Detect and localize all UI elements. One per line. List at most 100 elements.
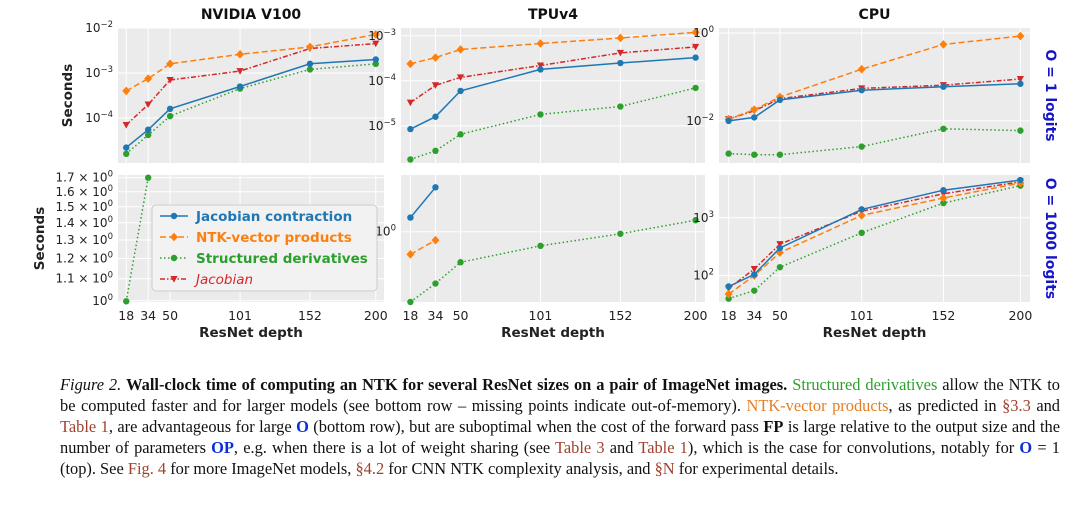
data-point-jacobian — [122, 121, 130, 129]
data-point-jac — [725, 117, 732, 125]
data-point-ntvp — [144, 74, 153, 83]
data-point-jacobian — [372, 40, 380, 48]
data-point-jac — [858, 206, 865, 213]
series-line-sd — [409, 219, 696, 303]
y-tick-label: 1.4 × 100 — [56, 215, 113, 230]
data-point-ntvp — [406, 250, 415, 259]
series-ntvp — [406, 235, 440, 259]
y-tick-label: 100 — [92, 293, 113, 308]
data-point-sd — [432, 280, 439, 287]
caption-title: Wall-clock time of computing an NTK for … — [126, 375, 788, 394]
panel-background — [401, 175, 705, 302]
data-point-sd — [537, 242, 544, 250]
data-point-jac — [432, 184, 439, 191]
data-point-jacobian — [236, 68, 244, 75]
series-sd — [123, 174, 152, 305]
data-point-ntvp — [456, 45, 465, 54]
caption-text: for experimental details. — [678, 459, 839, 478]
data-point-sd — [457, 259, 464, 266]
x-tick-label: 34 — [428, 308, 444, 323]
series-line-sd — [728, 128, 1021, 156]
data-point-ntvp — [691, 28, 700, 37]
caption-symbol-fp: FP — [763, 417, 784, 436]
data-point-ntvp — [724, 289, 733, 299]
x-axis-label: ResNet depth — [501, 325, 605, 341]
x-tick-label: 34 — [140, 308, 156, 323]
data-point-ntvp — [536, 39, 545, 48]
series-line-sd — [410, 87, 696, 161]
caption-link-fig-4[interactable]: Fig. 4 — [127, 459, 167, 478]
series-ntvp — [122, 30, 380, 96]
data-point-ntvp — [775, 248, 784, 257]
series-line-ntvp — [728, 35, 1021, 120]
data-point-sd — [1017, 127, 1024, 134]
caption-link-section-3-3[interactable]: §3.3 — [1002, 396, 1031, 415]
caption-text: and — [1036, 396, 1060, 415]
x-axis-label: ResNet depth — [823, 325, 927, 341]
series-line-ntvp — [125, 33, 376, 92]
caption-link-section-n[interactable]: §N — [654, 459, 675, 478]
panel-title: CPU — [859, 7, 891, 23]
y-tick-label: 1.6 × 100 — [56, 184, 113, 199]
x-tick-label: 50 — [772, 308, 788, 323]
caption-link-section-4-2[interactable]: §4.2 — [355, 459, 385, 478]
x-tick-label: 18 — [402, 308, 418, 323]
series-jacobian — [122, 40, 380, 129]
data-point-jac — [144, 126, 152, 133]
caption-link-table-1b[interactable]: Table 1 — [638, 438, 688, 457]
legend-label-ntvp: NTK-vector products — [196, 230, 352, 246]
data-point-jacobian — [144, 101, 152, 109]
data-point-sd — [751, 151, 758, 158]
caption-text: (bottom row), but are suboptimal when th… — [313, 417, 759, 436]
data-point-jac — [776, 244, 784, 252]
data-point-jacobian — [456, 74, 465, 81]
caption-symbol-op: OP — [211, 438, 234, 457]
y-tick-label: 1.1 × 100 — [56, 271, 113, 286]
series-line-sd — [125, 177, 149, 302]
row-label: O = 1000 logits — [1042, 178, 1058, 299]
caption-link-table-3[interactable]: Table 3 — [555, 438, 605, 457]
data-point-sd — [537, 111, 544, 118]
caption-text: is large relative to the output size and… — [60, 417, 1060, 457]
data-point-jac — [372, 56, 379, 63]
caption-text: , as predicted in — [888, 396, 997, 415]
caption-text: = 1 (top). See — [60, 438, 1060, 478]
data-point-ntvp — [750, 105, 759, 114]
y-tick-label: 10−4 — [85, 110, 113, 125]
row-label: O = 1 logits — [1042, 49, 1058, 141]
series-sd — [725, 125, 1024, 158]
series-line-sd — [125, 63, 376, 155]
x-tick-label: 101 — [850, 308, 874, 323]
x-tick-label: 34 — [746, 308, 762, 323]
y-axis-label: Seconds — [32, 207, 48, 270]
data-point-ntvp — [122, 86, 131, 96]
series-line-jac — [125, 58, 376, 149]
caption-link-table-1[interactable]: Table 1 — [60, 417, 109, 436]
caption-text: ), which is the case for convolutions, n… — [687, 438, 1015, 457]
data-point-jac — [617, 59, 624, 67]
series-ntvp — [406, 28, 700, 69]
data-point-jacobian — [750, 266, 758, 273]
series-line-jacobian — [125, 42, 376, 126]
data-point-sd — [432, 147, 439, 155]
data-point-jacobian — [406, 99, 415, 107]
series-line-jac — [409, 186, 437, 219]
data-point-sd — [858, 229, 865, 237]
data-point-sd — [858, 143, 865, 150]
data-point-jac — [457, 87, 464, 95]
data-point-jacobian — [431, 82, 440, 89]
data-point-jac — [751, 114, 758, 121]
caption-symbol-o: O — [296, 417, 309, 436]
data-point-sd — [144, 174, 152, 181]
legend-marker-sd — [170, 254, 178, 262]
x-tick-label: 200 — [684, 308, 708, 323]
data-point-ntvp — [939, 40, 948, 49]
series-line-jac — [410, 56, 696, 130]
data-point-ntvp — [857, 64, 866, 74]
x-tick-label: 200 — [364, 308, 388, 323]
series-jac — [407, 54, 699, 133]
x-tick-label: 50 — [162, 308, 178, 323]
data-point-jacobian — [776, 241, 784, 248]
series-line-jac — [728, 82, 1021, 122]
caption-label: Figure 2. — [60, 375, 122, 394]
